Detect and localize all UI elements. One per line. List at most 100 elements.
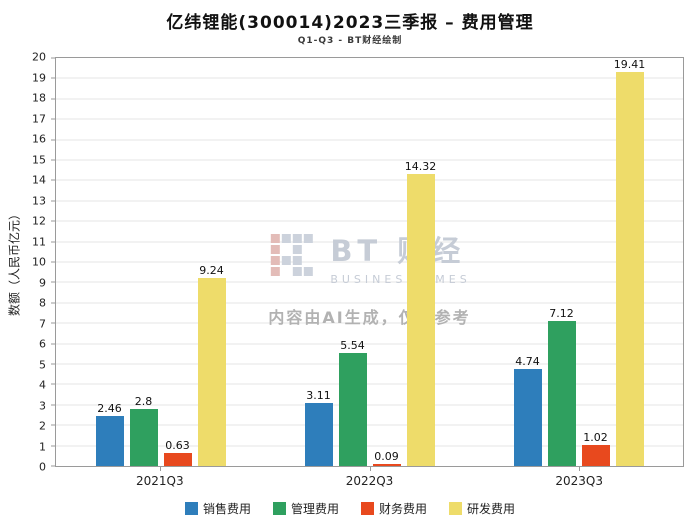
y-tick-label: 10 xyxy=(32,255,46,269)
y-tick-label: 13 xyxy=(32,194,46,207)
watermark-brand: BT 财经 xyxy=(330,234,466,268)
bar-value-label: 5.54 xyxy=(340,338,365,352)
gridline xyxy=(56,363,683,365)
bar-研发费用-2021Q3 xyxy=(197,277,226,466)
gridline xyxy=(56,139,683,141)
gridline xyxy=(56,424,683,426)
gridline xyxy=(56,241,683,243)
y-tick-label: 1 xyxy=(39,440,46,453)
y-tick-mark xyxy=(51,200,56,202)
y-tick-mark xyxy=(51,363,56,365)
y-axis-tick-labels: 0 1 2 3 4 5 6 7 8 9 10 11 12 13 14 15 16 17 18 19 20 xyxy=(0,51,50,474)
bar-销售费用-2021Q3 xyxy=(95,415,124,466)
gridline xyxy=(56,179,683,181)
y-tick-mark xyxy=(51,302,56,304)
bar-研发费用-2022Q3 xyxy=(406,173,435,466)
bt-logo-icon xyxy=(270,234,313,276)
bar-unit: 0.63 xyxy=(163,58,192,466)
y-tick-label: 2 xyxy=(39,419,46,433)
y-tick-mark xyxy=(51,220,56,222)
bar-unit: 2.8 xyxy=(129,58,158,466)
x-category-label: 2021Q3 xyxy=(55,467,265,488)
bar-value-label: 4.74 xyxy=(515,355,540,369)
legend-item-管理费用: 管理费用 xyxy=(272,500,339,517)
legend-label: 财务费用 xyxy=(379,502,428,516)
gridline xyxy=(56,302,683,304)
bar-销售费用-2023Q3 xyxy=(513,369,542,466)
y-tick-label: 15 xyxy=(32,153,46,166)
gridline xyxy=(56,322,683,324)
legend-item-销售费用: 销售费用 xyxy=(184,500,251,517)
y-tick-mark xyxy=(51,465,56,467)
legend: 销售费用 管理费用 财务费用 研发费用 xyxy=(0,500,700,517)
gridline xyxy=(56,118,683,120)
y-tick-mark xyxy=(51,404,56,406)
chart-subtitle: Q1-Q3 - BT财经绘制 xyxy=(297,36,403,46)
bar-unit: 7.12 xyxy=(547,58,576,466)
gridline xyxy=(56,77,683,79)
y-tick-label: 7 xyxy=(39,317,46,330)
y-tick-mark xyxy=(51,57,56,59)
bar-财务费用-2022Q3 xyxy=(372,464,401,466)
y-tick-label: 11 xyxy=(32,235,46,248)
bar-管理费用-2021Q3 xyxy=(129,408,158,466)
y-tick-mark xyxy=(51,241,56,243)
gridline xyxy=(56,383,683,385)
legend-item-研发费用: 研发费用 xyxy=(449,500,515,517)
legend-label: 销售费用 xyxy=(202,502,251,516)
x-category-label: 2023Q3 xyxy=(474,467,684,488)
gridline xyxy=(56,98,683,100)
y-tick-label: 9 xyxy=(39,276,46,289)
legend-label: 管理费用 xyxy=(290,502,339,516)
y-tick-label: 19 xyxy=(32,71,46,84)
y-tick-label: 6 xyxy=(39,337,46,351)
gridline xyxy=(56,445,683,447)
bar-unit: 1.02 xyxy=(581,58,610,466)
bar-财务费用-2021Q3 xyxy=(163,453,192,466)
legend-swatch xyxy=(361,502,374,515)
y-tick-mark xyxy=(51,383,56,385)
y-tick-mark xyxy=(51,118,56,120)
y-tick-label: 20 xyxy=(32,50,46,64)
bar-管理费用-2023Q3 xyxy=(547,320,576,466)
y-tick-label: 8 xyxy=(39,296,46,310)
bar-unit: 2.46 xyxy=(95,58,124,466)
y-tick-mark xyxy=(51,98,56,100)
bar-value-label: 2.8 xyxy=(134,394,153,408)
gridline xyxy=(56,404,683,406)
y-tick-label: 3 xyxy=(39,399,46,412)
gridline xyxy=(56,281,683,283)
legend-swatch xyxy=(184,502,198,515)
gridline xyxy=(56,261,683,263)
bar-value-label: 19.41 xyxy=(613,58,646,71)
bar-value-label: 0.09 xyxy=(374,450,399,464)
bar-管理费用-2022Q3 xyxy=(338,352,367,466)
bar-groups: 2.46 2.8 0.63 9.24 3.11 5.54 0.09 14.32 4.74 7.12… xyxy=(56,58,683,466)
y-tick-mark xyxy=(51,139,56,141)
y-tick-mark xyxy=(51,179,56,181)
gridline xyxy=(56,159,683,161)
bar-group-2023Q3: 4.74 7.12 1.02 19.41 xyxy=(474,58,683,466)
bar-unit: 4.74 xyxy=(513,58,542,466)
legend-item-财务费用: 财务费用 xyxy=(361,500,427,517)
bar-value-label: 3.11 xyxy=(306,388,331,402)
y-tick-mark xyxy=(51,424,56,426)
y-tick-label: 0 xyxy=(39,460,46,474)
x-axis-category-labels: 2021Q3 2022Q3 2023Q3 xyxy=(55,467,684,488)
bar-研发费用-2023Q3 xyxy=(615,72,644,466)
bar-value-label: 2.46 xyxy=(97,401,122,415)
bar-销售费用-2022Q3 xyxy=(304,402,333,466)
y-tick-mark xyxy=(51,445,56,447)
bar-unit: 3.11 xyxy=(304,58,333,466)
y-tick-label: 18 xyxy=(32,91,46,105)
bar-unit: 5.54 xyxy=(338,58,367,466)
y-tick-label: 12 xyxy=(32,214,46,228)
y-tick-mark xyxy=(51,343,56,345)
bar-group-2022Q3: 3.11 5.54 0.09 14.32 xyxy=(265,58,474,466)
y-tick-label: 4 xyxy=(39,378,46,392)
gridline xyxy=(56,220,683,222)
bar-unit: 0.09 xyxy=(372,58,401,466)
y-tick-label: 16 xyxy=(32,132,46,146)
bar-value-label: 14.32 xyxy=(404,159,437,173)
